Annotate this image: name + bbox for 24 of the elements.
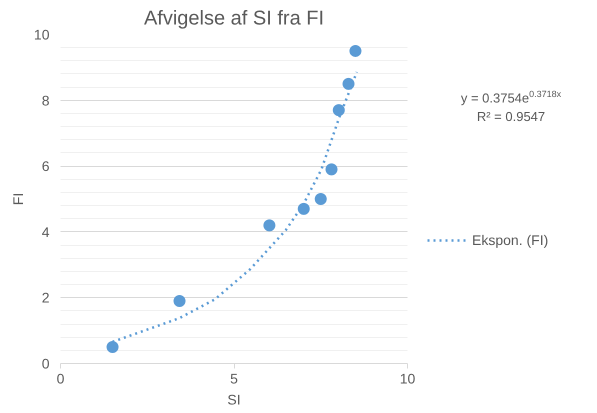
x-tick-label: 5 xyxy=(230,370,238,386)
x-tick-label: 0 xyxy=(56,370,65,386)
point xyxy=(332,104,345,116)
y-tick-label: 4 xyxy=(42,224,50,240)
y-tick-label: 6 xyxy=(42,158,50,174)
point xyxy=(342,78,355,90)
y-tick-label: 0 xyxy=(42,356,50,372)
y-tick-label: 8 xyxy=(42,92,50,108)
chart-title: Afvigelse af SI fra FI xyxy=(144,8,324,30)
point xyxy=(263,219,276,232)
x-tick-label: 10 xyxy=(400,370,416,386)
y-tick-label: 2 xyxy=(42,290,50,306)
point xyxy=(298,202,310,215)
point xyxy=(174,295,186,307)
x-axis-title: SI xyxy=(227,392,241,408)
point xyxy=(349,44,362,57)
point xyxy=(106,341,119,354)
y-tick-label: 10 xyxy=(34,26,50,42)
y-axis-title: FI xyxy=(10,192,26,206)
text: R² = 0.9547 xyxy=(476,108,546,126)
point xyxy=(326,163,338,176)
point xyxy=(314,193,327,205)
legend-label: Ekspon. (FI) xyxy=(472,232,548,248)
text: y = 0.3754e$^{0.3718x}$ xyxy=(460,88,562,108)
